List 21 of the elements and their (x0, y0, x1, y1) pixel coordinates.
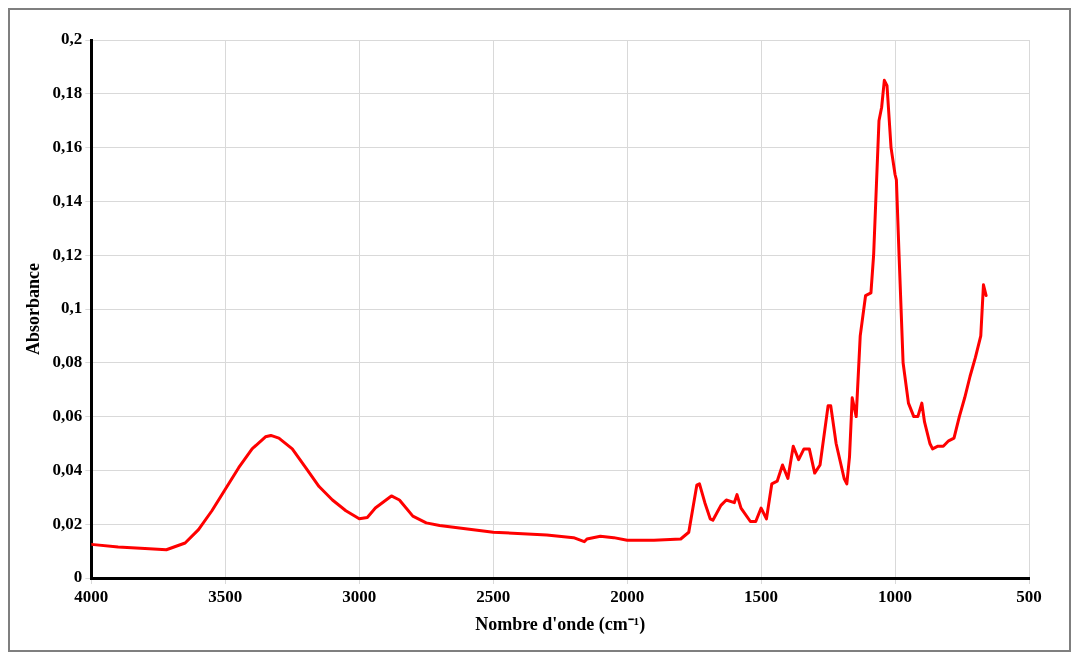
x-tick-label: 4000 (74, 586, 109, 606)
x-axis-title: Nombre d'onde (cm⁻¹) (475, 613, 646, 635)
y-tick-label: 0,12 (52, 244, 83, 264)
y-tick-label: 0,14 (52, 190, 83, 210)
x-tick-label: 1000 (878, 586, 913, 606)
y-tick-label: 0,06 (52, 405, 83, 425)
x-tick-label: 2000 (610, 586, 645, 606)
y-tick-label: 0,04 (52, 459, 83, 479)
y-axis-title: Absorbance (23, 262, 44, 356)
x-tick-label: 1500 (744, 586, 779, 606)
x-tick-label: 500 (1016, 586, 1042, 606)
y-tick-label: 0,08 (52, 352, 83, 372)
x-tick-label: 3500 (208, 586, 243, 606)
x-tick-label: 3000 (342, 586, 377, 606)
x-tick-label: 2500 (476, 586, 511, 606)
y-tick-label: 0,16 (52, 136, 83, 156)
y-tick-label: 0,2 (61, 29, 83, 49)
y-tick-label: 0 (73, 567, 83, 587)
y-tick-label: 0,18 (52, 83, 83, 103)
y-tick-label: 0,1 (61, 298, 83, 318)
y-tick-label: 0,02 (52, 513, 83, 533)
